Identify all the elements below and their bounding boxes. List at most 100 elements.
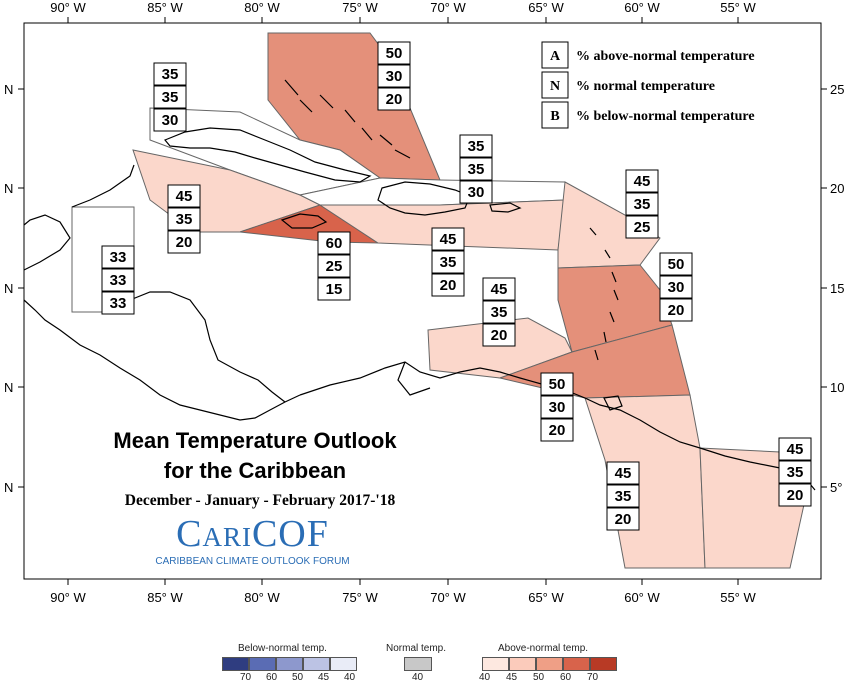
region-box: 50 30 20 bbox=[540, 372, 574, 442]
region-box-value: 30 bbox=[386, 68, 403, 85]
region-box-value: 35 bbox=[176, 211, 193, 228]
legend-key-label: % above-normal temperature bbox=[576, 49, 755, 64]
region-box-cell bbox=[540, 418, 574, 442]
colorbar-below-swatch bbox=[330, 657, 357, 671]
region-box-cell bbox=[101, 268, 135, 292]
region-box-value: 30 bbox=[468, 184, 485, 201]
lon-label-top: 60° W bbox=[624, 0, 660, 15]
colorbar-above-swatch bbox=[509, 657, 536, 671]
lat-label-right: 25 bbox=[830, 82, 844, 97]
colorbar-normal-title: Normal temp. bbox=[386, 643, 447, 654]
lat-label-right: 10 bbox=[830, 380, 844, 395]
lon-label-bottom: 60° W bbox=[624, 590, 660, 605]
region-box-value: 35 bbox=[787, 464, 804, 481]
lat-label-left: N bbox=[4, 82, 13, 97]
region-box-value: 20 bbox=[549, 422, 566, 439]
region-box-value: 35 bbox=[162, 89, 179, 106]
lon-label-bottom: 75° W bbox=[342, 590, 378, 605]
coastline-hispaniola bbox=[377, 181, 471, 216]
legend-key-letter: B bbox=[550, 109, 559, 124]
coastline-puerto-rico bbox=[489, 202, 522, 213]
legend-key-letter: N bbox=[550, 79, 560, 94]
colorbar-normal-tick: 40 bbox=[412, 672, 424, 683]
legend-key-box bbox=[541, 101, 569, 129]
region-box-cell bbox=[153, 85, 187, 109]
coastline-cuba bbox=[164, 127, 372, 183]
region-box-value: 50 bbox=[668, 256, 685, 273]
legend-key-box bbox=[541, 71, 569, 99]
lon-label-bottom: 55° W bbox=[720, 590, 756, 605]
lat-label-left: N bbox=[4, 181, 13, 196]
caricof-logo: CariCOF CARIBBEAN CLIMATE OUTLOOK FORUM bbox=[150, 512, 360, 572]
region-box-value: 20 bbox=[668, 302, 685, 319]
legend-key: A % above-normal temperature N % normal tem… bbox=[541, 41, 755, 129]
region-box-value: 25 bbox=[326, 258, 343, 275]
axis-tick-labels: 90° W 90° W 85° W 85° W 80° W 80° W 75° W 75° W… bbox=[4, 0, 844, 605]
region-box-value: 20 bbox=[440, 277, 457, 294]
region-box-value: 35 bbox=[162, 66, 179, 83]
region-box-value: 45 bbox=[634, 173, 651, 190]
region-box-value: 35 bbox=[468, 138, 485, 155]
region-box: 45 35 25 bbox=[625, 169, 659, 239]
region-box: 45 35 20 bbox=[482, 277, 516, 347]
region-box-value: 35 bbox=[468, 161, 485, 178]
region-box-cell bbox=[606, 484, 640, 508]
legend-key-letter: A bbox=[550, 49, 561, 64]
lon-label-top: 55° W bbox=[720, 0, 756, 15]
color-scale-bar: Below-normal temp. Normal temp. Above-no… bbox=[0, 636, 845, 684]
region-box-value: 33 bbox=[110, 295, 127, 312]
region-box-value: 25 bbox=[634, 219, 651, 236]
region-box: 50 30 20 bbox=[659, 252, 693, 322]
lat-label-left: N bbox=[4, 281, 13, 296]
lat-label-right: 20 bbox=[830, 181, 844, 196]
region-box-cell bbox=[377, 64, 411, 88]
region-box-value: 35 bbox=[615, 488, 632, 505]
lat-label-right: 15 bbox=[830, 281, 844, 296]
region-box-cell bbox=[778, 437, 812, 461]
region-box-cell bbox=[482, 277, 516, 301]
colorbar-above-tick: 40 bbox=[479, 672, 491, 683]
region-box-cell bbox=[778, 483, 812, 507]
region-box-value: 15 bbox=[326, 281, 343, 298]
region-box-cell bbox=[317, 254, 351, 278]
region-box-cell bbox=[606, 507, 640, 531]
colorbar-above-title: Above-normal temp. bbox=[498, 643, 589, 654]
region-box-cell bbox=[459, 157, 493, 181]
map-subtitle: December - January - February 2017-'18 bbox=[124, 492, 396, 509]
colorbar-above-tick: 50 bbox=[533, 672, 545, 683]
coastline-bahamas bbox=[284, 79, 411, 159]
lon-label-bottom: 65° W bbox=[528, 590, 564, 605]
region-box-cell bbox=[540, 372, 574, 396]
region-box-cell bbox=[482, 323, 516, 347]
region-box-cell bbox=[459, 180, 493, 204]
region-box-value: 35 bbox=[634, 196, 651, 213]
lon-label-top: 80° W bbox=[244, 0, 280, 15]
region-box-cell bbox=[431, 227, 465, 251]
logo-text: CariCOF bbox=[176, 513, 329, 555]
colorbar-above-tick: 45 bbox=[506, 672, 518, 683]
lon-label-bottom: 90° W bbox=[50, 590, 86, 605]
lon-label-top: 75° W bbox=[342, 0, 378, 15]
region-box: 45 35 20 bbox=[778, 437, 812, 507]
region-box-cell bbox=[659, 298, 693, 322]
region-box-cell bbox=[153, 62, 187, 86]
region-box: 35 35 30 bbox=[153, 62, 187, 132]
region-box-cell bbox=[167, 184, 201, 208]
colorbar-below-tick: 50 bbox=[292, 672, 304, 683]
region-box-cell bbox=[606, 461, 640, 485]
legend-key-label: % normal temperature bbox=[576, 79, 715, 94]
region-box-value: 35 bbox=[491, 304, 508, 321]
region-box-value: 30 bbox=[668, 279, 685, 296]
lon-label-bottom: 70° W bbox=[430, 590, 466, 605]
colorbar-below-swatch bbox=[303, 657, 330, 671]
lon-label-top: 85° W bbox=[147, 0, 183, 15]
region-box-cell bbox=[167, 230, 201, 254]
region-box-value: 20 bbox=[787, 487, 804, 504]
region-box-cell bbox=[659, 252, 693, 276]
region-box-cell bbox=[625, 192, 659, 216]
region-box-cell bbox=[778, 460, 812, 484]
region-box-value: 45 bbox=[491, 281, 508, 298]
colorbar-below-swatch bbox=[249, 657, 276, 671]
axis-ticks bbox=[18, 17, 827, 585]
